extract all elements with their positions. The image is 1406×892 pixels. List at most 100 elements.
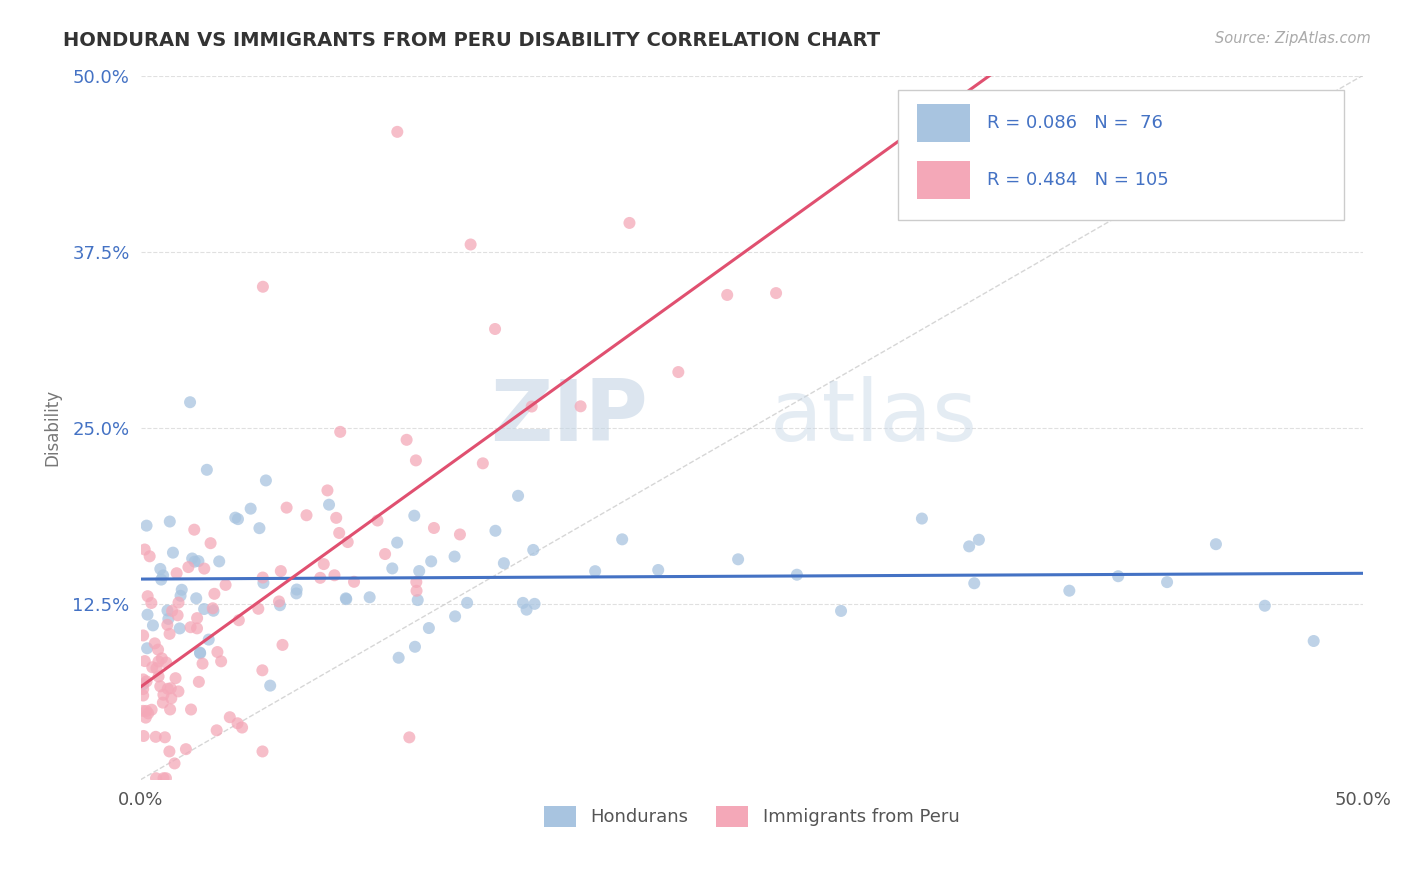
Point [132, 729, 155, 743]
Point [201, 601, 224, 615]
Point [179, 395, 201, 409]
Point [205, 723, 228, 738]
Point [516, 602, 538, 616]
Point [727, 552, 749, 566]
Point [252, 744, 274, 758]
Point [214, 578, 236, 592]
Point [259, 679, 281, 693]
Point [183, 523, 205, 537]
Point [155, 656, 177, 670]
FancyBboxPatch shape [917, 104, 970, 143]
Point [323, 568, 346, 582]
Point [765, 286, 787, 301]
Point [1107, 569, 1129, 583]
Point [285, 586, 308, 600]
Point [152, 696, 174, 710]
Point [180, 620, 202, 634]
Point [149, 562, 172, 576]
Point [188, 646, 211, 660]
Point [136, 706, 159, 721]
Point [226, 512, 249, 526]
Point [388, 650, 411, 665]
Point [252, 570, 274, 584]
Point [520, 400, 543, 414]
Point [143, 636, 166, 650]
Text: R = 0.086   N =  76: R = 0.086 N = 76 [987, 114, 1163, 132]
Point [316, 483, 339, 498]
Point [157, 612, 180, 626]
Point [132, 704, 155, 718]
Point [136, 607, 159, 622]
Point [153, 731, 176, 745]
Point [180, 702, 202, 716]
Point [405, 453, 427, 467]
Point [647, 563, 669, 577]
Text: Source: ZipAtlas.com: Source: ZipAtlas.com [1215, 31, 1371, 46]
Point [420, 554, 443, 568]
Point [239, 501, 262, 516]
Point [786, 567, 808, 582]
Point [367, 514, 389, 528]
Point [583, 564, 606, 578]
Point [276, 500, 298, 515]
Point [207, 645, 229, 659]
Point [295, 508, 318, 523]
Point [270, 564, 292, 578]
Point [132, 681, 155, 696]
Point [187, 674, 209, 689]
Point [191, 657, 214, 671]
Point [271, 638, 294, 652]
Point [309, 571, 332, 585]
Point [385, 535, 408, 549]
Point [146, 642, 169, 657]
Text: atlas: atlas [770, 376, 977, 458]
Point [197, 632, 219, 647]
Point [195, 463, 218, 477]
Point [152, 771, 174, 785]
Point [136, 589, 159, 603]
Point [404, 508, 426, 523]
Point [159, 627, 181, 641]
Point [141, 660, 163, 674]
Point [138, 549, 160, 564]
Text: ZIP: ZIP [491, 376, 648, 458]
Point [269, 598, 291, 612]
Point [136, 641, 159, 656]
Point [135, 711, 157, 725]
Point [343, 574, 366, 589]
Point [186, 591, 208, 606]
Point [963, 576, 986, 591]
Point [142, 618, 165, 632]
Point [444, 609, 467, 624]
Point [132, 673, 155, 687]
Point [335, 592, 357, 607]
Point [335, 591, 357, 606]
Point [141, 596, 163, 610]
Point [404, 640, 426, 654]
Point [252, 575, 274, 590]
Point [152, 688, 174, 702]
Point [156, 617, 179, 632]
Point [381, 561, 404, 575]
Point [145, 771, 167, 785]
Point [159, 515, 181, 529]
FancyBboxPatch shape [917, 161, 970, 199]
Point [911, 511, 934, 525]
Point [406, 593, 429, 607]
Point [619, 216, 641, 230]
Point [132, 628, 155, 642]
Point [460, 237, 482, 252]
Point [318, 498, 340, 512]
Point [716, 288, 738, 302]
Point [156, 603, 179, 617]
Point [150, 651, 173, 665]
Point [484, 322, 506, 336]
Point [152, 568, 174, 582]
Point [492, 556, 515, 570]
Point [208, 554, 231, 568]
Point [218, 710, 240, 724]
Point [159, 681, 181, 696]
Point [163, 756, 186, 771]
Point [231, 721, 253, 735]
Point [145, 661, 167, 675]
